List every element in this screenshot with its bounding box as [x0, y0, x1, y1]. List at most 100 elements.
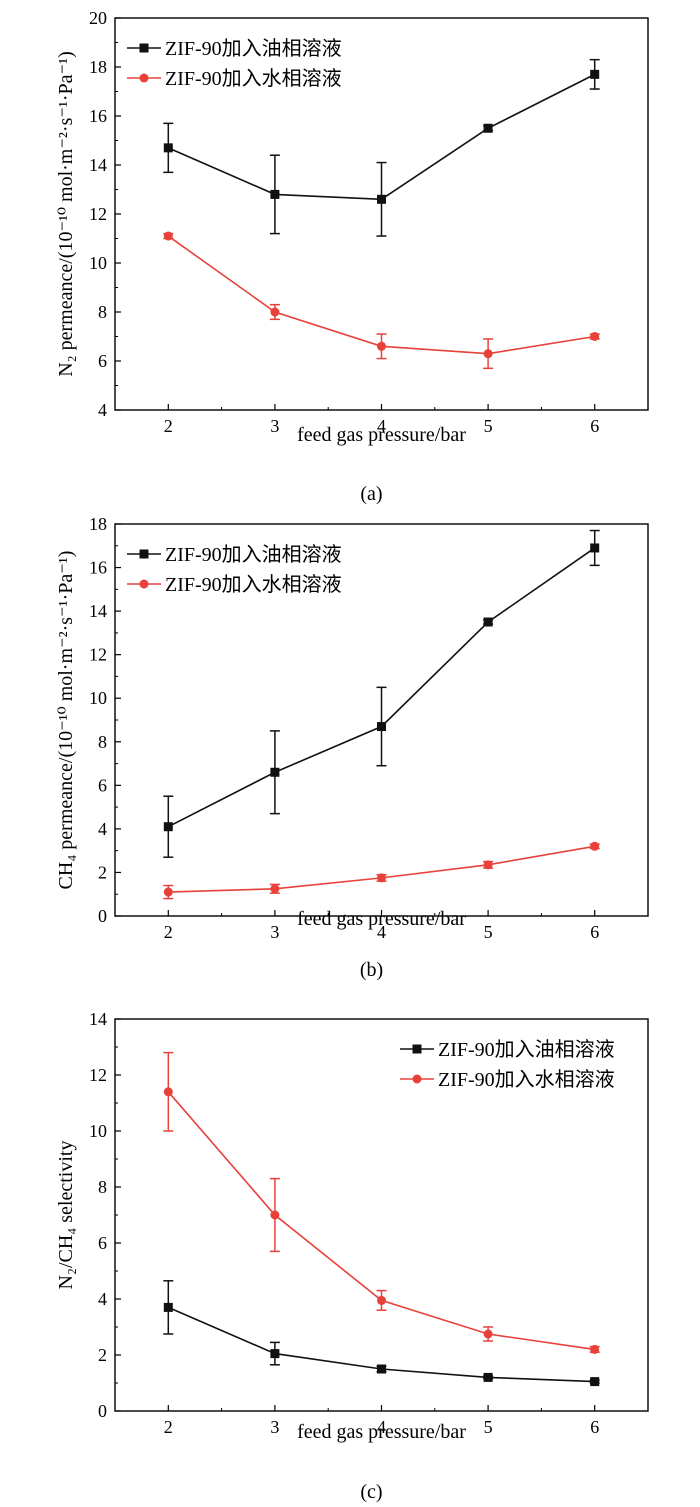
data-point — [377, 341, 386, 351]
y-tick-label: 10 — [89, 253, 107, 273]
legend-label: ZIF-90加入油相溶液 — [165, 37, 342, 60]
data-point — [163, 822, 173, 832]
y-tick-label: 12 — [89, 645, 107, 665]
y-tick-label: 14 — [89, 1009, 107, 1029]
y-tick-label: 4 — [98, 1289, 107, 1309]
data-point — [377, 722, 386, 732]
data-point — [163, 887, 173, 897]
y-tick-label: 18 — [89, 514, 107, 534]
y-tick-label: 10 — [89, 688, 107, 708]
chart-panel-panel_c: 2 3 4 5 6 0 2 4 6 8 10 12 14 feed gas pressure/bar N₂/… — [55, 1009, 649, 1503]
data-point — [377, 873, 386, 883]
legend-marker — [139, 43, 149, 53]
y-tick-label: 12 — [89, 204, 107, 224]
legend-label: ZIF-90加入油相溶液 — [438, 1038, 615, 1061]
data-point — [377, 194, 386, 204]
data-point — [163, 1302, 173, 1312]
data-point — [590, 1377, 600, 1387]
series-oil-phase — [163, 1280, 600, 1387]
y-tick-label: 0 — [98, 906, 107, 926]
data-point — [483, 1372, 493, 1382]
data-point — [377, 1295, 386, 1305]
x-tick-label: 4 — [377, 1417, 386, 1437]
y-tick-label: 4 — [98, 400, 107, 420]
y-tick-label: 6 — [98, 351, 107, 371]
legend-item: ZIF-90加入水相溶液 — [127, 67, 342, 90]
y-tick-label: 0 — [98, 1401, 107, 1421]
x-tick-label: 6 — [590, 1417, 599, 1437]
data-point — [270, 1210, 280, 1220]
legend-item: ZIF-90加入水相溶液 — [400, 1068, 615, 1091]
legend-marker — [412, 1074, 422, 1084]
data-point — [377, 1364, 386, 1374]
y-tick-label: 2 — [98, 862, 107, 882]
y-tick-label: 2 — [98, 1345, 107, 1365]
x-tick-label: 2 — [164, 1417, 173, 1437]
series-line — [168, 845, 595, 893]
y-tick-label: 8 — [98, 732, 107, 752]
chart-panel-panel_b: 2 3 4 5 6 0 2 4 6 8 10 12 14 16 18 feed gas pressure/ba… — [55, 514, 649, 981]
data-point — [483, 617, 493, 627]
series-water-phase — [163, 841, 600, 900]
data-point — [483, 860, 493, 870]
legend-marker — [139, 579, 149, 589]
y-tick-label: 6 — [98, 1233, 107, 1253]
data-point — [270, 307, 280, 317]
y-axis-title: N₂ permeance/(10⁻¹⁰ mol·m⁻²·s⁻¹·Pa⁻¹) — [55, 51, 77, 377]
y-tick-label: 20 — [89, 8, 107, 28]
y-tick-label: 14 — [89, 601, 107, 621]
x-tick-label: 5 — [484, 416, 493, 436]
legend-marker — [412, 1044, 422, 1054]
y-tick-label: 10 — [89, 1121, 107, 1141]
legend-item: ZIF-90加入油相溶液 — [127, 543, 342, 566]
legend-item: ZIF-90加入水相溶液 — [127, 573, 342, 596]
legend-marker — [139, 73, 149, 83]
x-tick-label: 3 — [270, 922, 279, 942]
legend-label: ZIF-90加入水相溶液 — [438, 1068, 615, 1091]
x-tick-label: 2 — [164, 416, 173, 436]
y-tick-label: 14 — [89, 155, 107, 175]
x-axis-title: feed gas pressure/bar — [297, 908, 466, 930]
series-oil-phase — [163, 58, 600, 237]
y-axis-title: N₂/CH₄ selectivity — [55, 1141, 77, 1290]
y-tick-label: 8 — [98, 302, 107, 322]
x-tick-label: 5 — [484, 1417, 493, 1437]
data-point — [590, 332, 600, 341]
series-water-phase — [163, 231, 600, 370]
data-point — [163, 231, 173, 241]
data-point — [163, 143, 173, 153]
data-point — [483, 1329, 493, 1339]
chart-panel-panel_a: 2 3 4 5 6 4 6 8 10 12 14 16 18 20 feed gas pressure/ba… — [55, 8, 649, 505]
legend-item: ZIF-90加入油相溶液 — [127, 37, 342, 60]
panel-caption: (b) — [360, 959, 383, 981]
data-point — [590, 543, 600, 553]
y-tick-label: 16 — [89, 558, 107, 578]
panel-caption: (a) — [360, 483, 382, 505]
y-tick-label: 12 — [89, 1065, 107, 1085]
legend-item: ZIF-90加入油相溶液 — [400, 1038, 615, 1061]
data-point — [163, 1087, 173, 1097]
data-point — [483, 349, 493, 359]
series-water-phase — [163, 1051, 600, 1354]
data-point — [270, 884, 280, 894]
data-point — [590, 1344, 600, 1354]
legend-marker — [139, 549, 149, 559]
data-point — [590, 69, 600, 79]
data-point — [483, 123, 493, 133]
x-tick-label: 6 — [590, 416, 599, 436]
x-tick-label: 2 — [164, 922, 173, 942]
data-point — [270, 1349, 280, 1359]
legend-label: ZIF-90加入水相溶液 — [165, 573, 342, 596]
y-tick-label: 8 — [98, 1177, 107, 1197]
data-point — [270, 767, 280, 777]
y-tick-label: 16 — [89, 106, 107, 126]
y-tick-label: 6 — [98, 775, 107, 795]
x-tick-label: 4 — [377, 416, 386, 436]
x-tick-label: 5 — [484, 922, 493, 942]
x-tick-label: 3 — [270, 416, 279, 436]
x-tick-label: 4 — [377, 922, 386, 942]
x-axis-title: feed gas pressure/bar — [297, 424, 466, 446]
x-tick-label: 3 — [270, 1417, 279, 1437]
legend: ZIF-90加入油相溶液 ZIF-90加入水相溶液 — [127, 543, 342, 596]
